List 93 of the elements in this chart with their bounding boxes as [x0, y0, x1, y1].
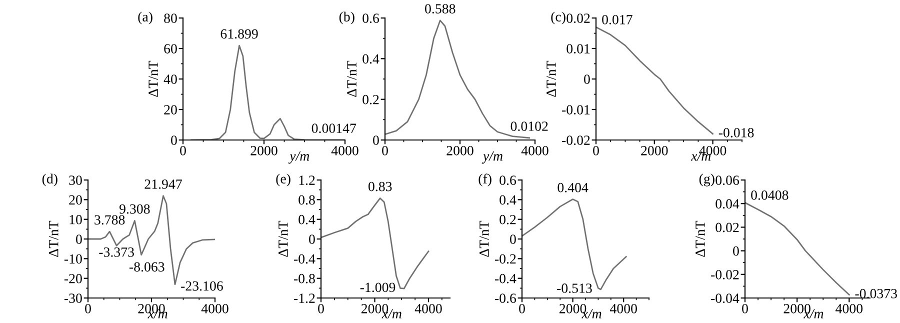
y-tick-label: 0.4 — [500, 195, 516, 205]
x-tick-label: 0 — [382, 146, 388, 156]
y-tick-label: -0.02 — [562, 136, 590, 146]
annotation: -8.063 — [129, 262, 164, 272]
annotation: -0.018 — [718, 128, 754, 138]
x-tick-label: 4000 — [201, 304, 228, 314]
y-tick-label: 0 — [171, 136, 177, 145]
y-tick-label: -0.02 — [711, 270, 739, 280]
annotation: -3.373 — [99, 247, 134, 257]
y-tick-label: 0.4 — [362, 54, 380, 64]
annotation: 21.947 — [144, 180, 182, 189]
y-tick-label: -0.4 — [294, 254, 316, 264]
y-tick-label: 0 — [76, 234, 82, 244]
x-tick-label: 0 — [85, 304, 91, 314]
y-axis-title: ΔT/nT — [347, 60, 356, 97]
y-tick-label: -0.01 — [562, 105, 590, 115]
x-tick-label: 2000 — [641, 146, 668, 156]
y-tick-label: 0.01 — [566, 44, 590, 54]
y-tick-label: 0 — [733, 246, 739, 256]
x-tick-label: 4000 — [836, 304, 863, 314]
y-tick-label: 1.2 — [299, 176, 315, 186]
y-tick-label: -10 — [64, 254, 82, 264]
x-tick-label: 4000 — [521, 146, 548, 156]
y-tick-label: -0.4 — [494, 274, 516, 284]
y-tick-label: 20 — [69, 195, 82, 205]
y-tick-label: 20 — [164, 105, 177, 114]
annotation: 0.404 — [558, 182, 588, 192]
y-axis-title: ΔT/nT — [696, 220, 705, 257]
y-tick-label: 10 — [70, 214, 82, 224]
x-tick-label: 4000 — [610, 304, 637, 314]
x-tick-label: 2000 — [250, 146, 278, 156]
y-tick-label: 0.02 — [566, 14, 590, 24]
chart-title: (f) — [478, 174, 492, 186]
y-tick-label: -1.2 — [294, 294, 315, 304]
y-tick-label: 0.04 — [716, 199, 740, 209]
y-tick-label: 30 — [69, 176, 82, 185]
x-tick-label: 4000 — [331, 146, 358, 156]
y-tick-label: -0.2 — [494, 254, 516, 264]
chart-title: (g) — [699, 174, 714, 186]
y-tick-label: 0.8 — [298, 195, 315, 205]
annotation: 0.588 — [425, 4, 456, 14]
y-tick-label: 60 — [164, 44, 177, 54]
chart-title: (a) — [138, 12, 152, 24]
y-tick-label: 0.06 — [716, 176, 740, 186]
y-tick-label: 80 — [164, 14, 177, 23]
y-tick-label: -0.6 — [494, 294, 516, 304]
y-tick-label: 0.6 — [362, 14, 380, 24]
y-tick-label: 0 — [309, 234, 315, 244]
x-axis-title: y/m — [482, 151, 502, 164]
y-tick-label: -0.04 — [711, 294, 740, 304]
y-tick-label: 40 — [164, 74, 177, 84]
y-axis-title: ΔT/nT — [148, 60, 158, 97]
chart-title: (c) — [551, 12, 566, 24]
x-tick-label: 0 — [593, 146, 599, 156]
x-tick-label: 0 — [519, 304, 525, 314]
y-tick-label: 0.6 — [500, 176, 516, 186]
annotation: 0.83 — [368, 182, 392, 192]
annotation: 61.899 — [220, 29, 258, 39]
x-tick-label: 4000 — [414, 304, 442, 314]
annotation: -23.106 — [181, 281, 223, 291]
annotation: 3.788 — [94, 215, 125, 225]
y-axis-title: ΔT/nT — [49, 220, 58, 257]
x-tick-label: 0 — [318, 304, 324, 314]
chart-title: (b) — [339, 12, 354, 24]
line-series — [596, 26, 714, 135]
y-tick-label: 0.2 — [362, 94, 379, 104]
y-axis-title: ΔT/nT — [480, 220, 489, 257]
y-tick-label: 0.02 — [716, 222, 739, 232]
annotation: -0.513 — [557, 284, 592, 293]
y-axis-title: ΔT/nT — [546, 60, 556, 97]
x-tick-label: 0 — [742, 304, 748, 314]
chart-title: (d) — [42, 174, 58, 186]
y-tick-label: -20 — [64, 274, 82, 284]
annotation: 0.00147 — [312, 124, 356, 134]
y-tick-label: -0.8 — [294, 274, 315, 284]
y-tick-label: 0 — [584, 74, 590, 84]
annotation: -0.0373 — [855, 288, 897, 298]
annotation: 0.0408 — [751, 190, 788, 200]
line-series — [745, 202, 850, 296]
x-axis-title: y/m — [288, 151, 310, 164]
x-tick-label: 0 — [180, 146, 186, 156]
annotation: -1.009 — [360, 282, 396, 292]
y-tick-label: 0 — [510, 234, 516, 244]
chart-title: (e) — [276, 174, 290, 186]
x-tick-label: 2000 — [446, 146, 474, 156]
annotation: 0.0102 — [510, 122, 548, 131]
y-tick-label: 0.2 — [500, 214, 516, 224]
y-axis-title: ΔT/nT — [278, 220, 288, 257]
annotation: 9.308 — [119, 204, 150, 214]
y-tick-label: 0 — [373, 136, 379, 145]
annotation: 0.017 — [602, 14, 632, 24]
y-tick-label: -30 — [64, 294, 82, 303]
y-tick-label: 0.4 — [298, 214, 316, 224]
